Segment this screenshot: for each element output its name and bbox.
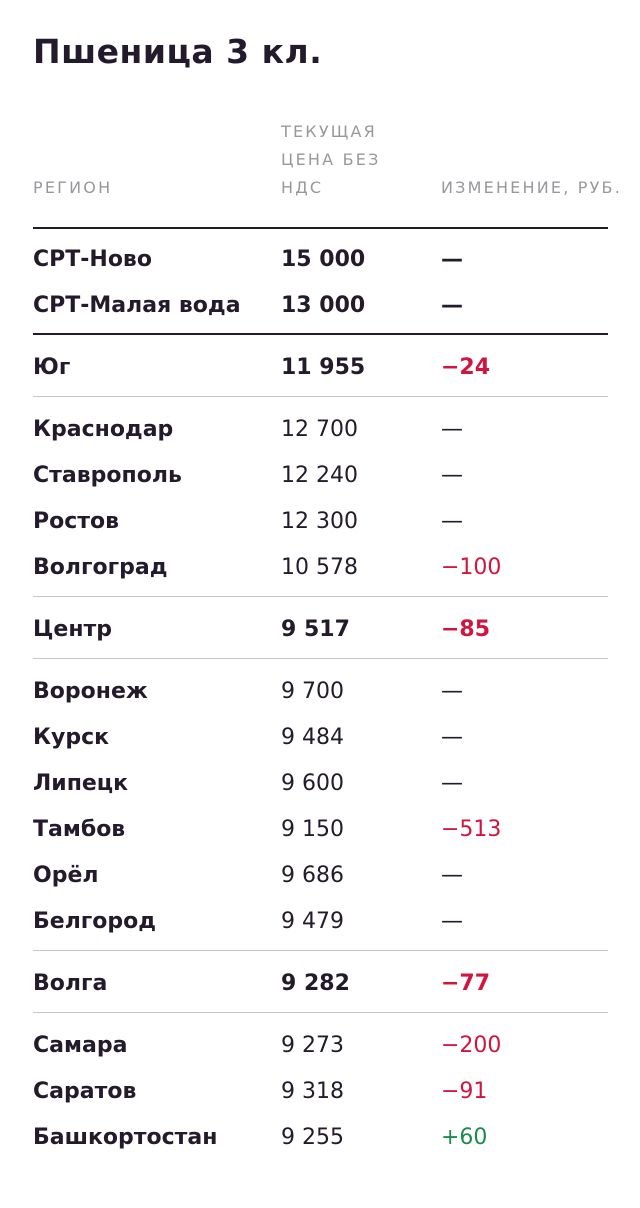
region-cell: Белгород [33, 909, 157, 934]
column-header-region: РЕГИОН [33, 178, 113, 197]
table-row: Ростов 12 300 — [0, 499, 640, 545]
change-cell: −24 [441, 355, 491, 380]
change-cell: +60 [441, 1125, 488, 1150]
price-cell: 9 282 [281, 971, 350, 996]
price-cell: 9 318 [281, 1079, 344, 1104]
price-cell: 9 484 [281, 725, 344, 750]
change-cell: — [441, 247, 463, 272]
table-row-summary: Центр 9 517 −85 [0, 607, 640, 653]
price-cell: 13 000 [281, 293, 366, 318]
region-cell: СРТ-Малая вода [33, 293, 241, 318]
row-divider [33, 227, 608, 229]
table-row: Краснодар 12 700 — [0, 407, 640, 453]
table-row: Самара 9 273 −200 [0, 1023, 640, 1069]
change-cell: — [441, 725, 463, 750]
region-cell: Башкортостан [33, 1125, 218, 1150]
change-cell: −77 [441, 971, 491, 996]
price-cell: 11 955 [281, 355, 366, 380]
price-cell: 15 000 [281, 247, 366, 272]
region-cell: Ростов [33, 509, 120, 534]
region-cell: Самара [33, 1033, 128, 1058]
change-cell: — [441, 863, 463, 888]
table-row: Башкортостан 9 255 +60 [0, 1115, 640, 1161]
table-row: Волгоград 10 578 −100 [0, 545, 640, 591]
change-cell: −200 [441, 1033, 502, 1058]
price-cell: 10 578 [281, 555, 358, 580]
region-cell: Краснодар [33, 417, 174, 442]
change-cell: — [441, 417, 463, 442]
table-row-summary: Волга 9 282 −77 [0, 961, 640, 1007]
table-row-summary: Юг 11 955 −24 [0, 345, 640, 391]
region-cell: Тамбов [33, 817, 126, 842]
price-cell: 9 150 [281, 817, 344, 842]
region-cell: Центр [33, 617, 113, 642]
change-cell: — [441, 509, 463, 534]
table-row: Воронеж 9 700 — [0, 669, 640, 715]
price-cell: 12 240 [281, 463, 358, 488]
change-cell: −91 [441, 1079, 488, 1104]
price-cell: 12 700 [281, 417, 358, 442]
change-cell: — [441, 771, 463, 796]
change-cell: −85 [441, 617, 491, 642]
region-cell: Волга [33, 971, 108, 996]
row-divider [33, 396, 608, 397]
column-header-price: ТЕКУЩАЯ ЦЕНА БЕЗ НДС [281, 122, 381, 197]
change-cell: −100 [441, 555, 502, 580]
row-divider [33, 596, 608, 597]
table-header: РЕГИОН ТЕКУЩАЯ ЦЕНА БЕЗ НДС ИЗМЕНЕНИЕ, Р… [0, 120, 640, 220]
table-row: Саратов 9 318 −91 [0, 1069, 640, 1115]
price-cell: 9 600 [281, 771, 344, 796]
table-row: Орёл 9 686 — [0, 853, 640, 899]
region-cell: Липецк [33, 771, 129, 796]
column-header-change: ИЗМЕНЕНИЕ, РУБ. [441, 178, 623, 197]
price-cell: 9 273 [281, 1033, 344, 1058]
region-cell: Орёл [33, 863, 99, 888]
change-cell: — [441, 463, 463, 488]
region-cell: Юг [33, 355, 71, 380]
region-cell: Волгоград [33, 555, 168, 580]
change-cell: — [441, 679, 463, 704]
table-row: Курск 9 484 — [0, 715, 640, 761]
price-cell: 9 686 [281, 863, 344, 888]
change-cell: — [441, 909, 463, 934]
table-row-summary: СРТ-Ново 15 000 — [0, 237, 640, 283]
region-cell: Воронеж [33, 679, 148, 704]
table-row: Липецк 9 600 — [0, 761, 640, 807]
price-cell: 9 255 [281, 1125, 344, 1150]
price-cell: 12 300 [281, 509, 358, 534]
change-cell: — [441, 293, 463, 318]
row-divider [33, 950, 608, 951]
page-title: Пшеница 3 кл. [33, 32, 323, 71]
price-cell: 9 700 [281, 679, 344, 704]
table-row-summary: СРТ-Малая вода 13 000 — [0, 283, 640, 329]
table-row: Тамбов 9 150 −513 [0, 807, 640, 853]
price-cell: 9 479 [281, 909, 344, 934]
change-cell: −513 [441, 817, 502, 842]
region-cell: Саратов [33, 1079, 137, 1104]
row-divider [33, 1012, 608, 1013]
table-row: Ставрополь 12 240 — [0, 453, 640, 499]
region-cell: Ставрополь [33, 463, 182, 488]
region-cell: СРТ-Ново [33, 247, 152, 272]
row-divider [33, 658, 608, 659]
price-cell: 9 517 [281, 617, 350, 642]
table-row: Белгород 9 479 — [0, 899, 640, 945]
region-cell: Курск [33, 725, 110, 750]
row-divider [33, 333, 608, 335]
